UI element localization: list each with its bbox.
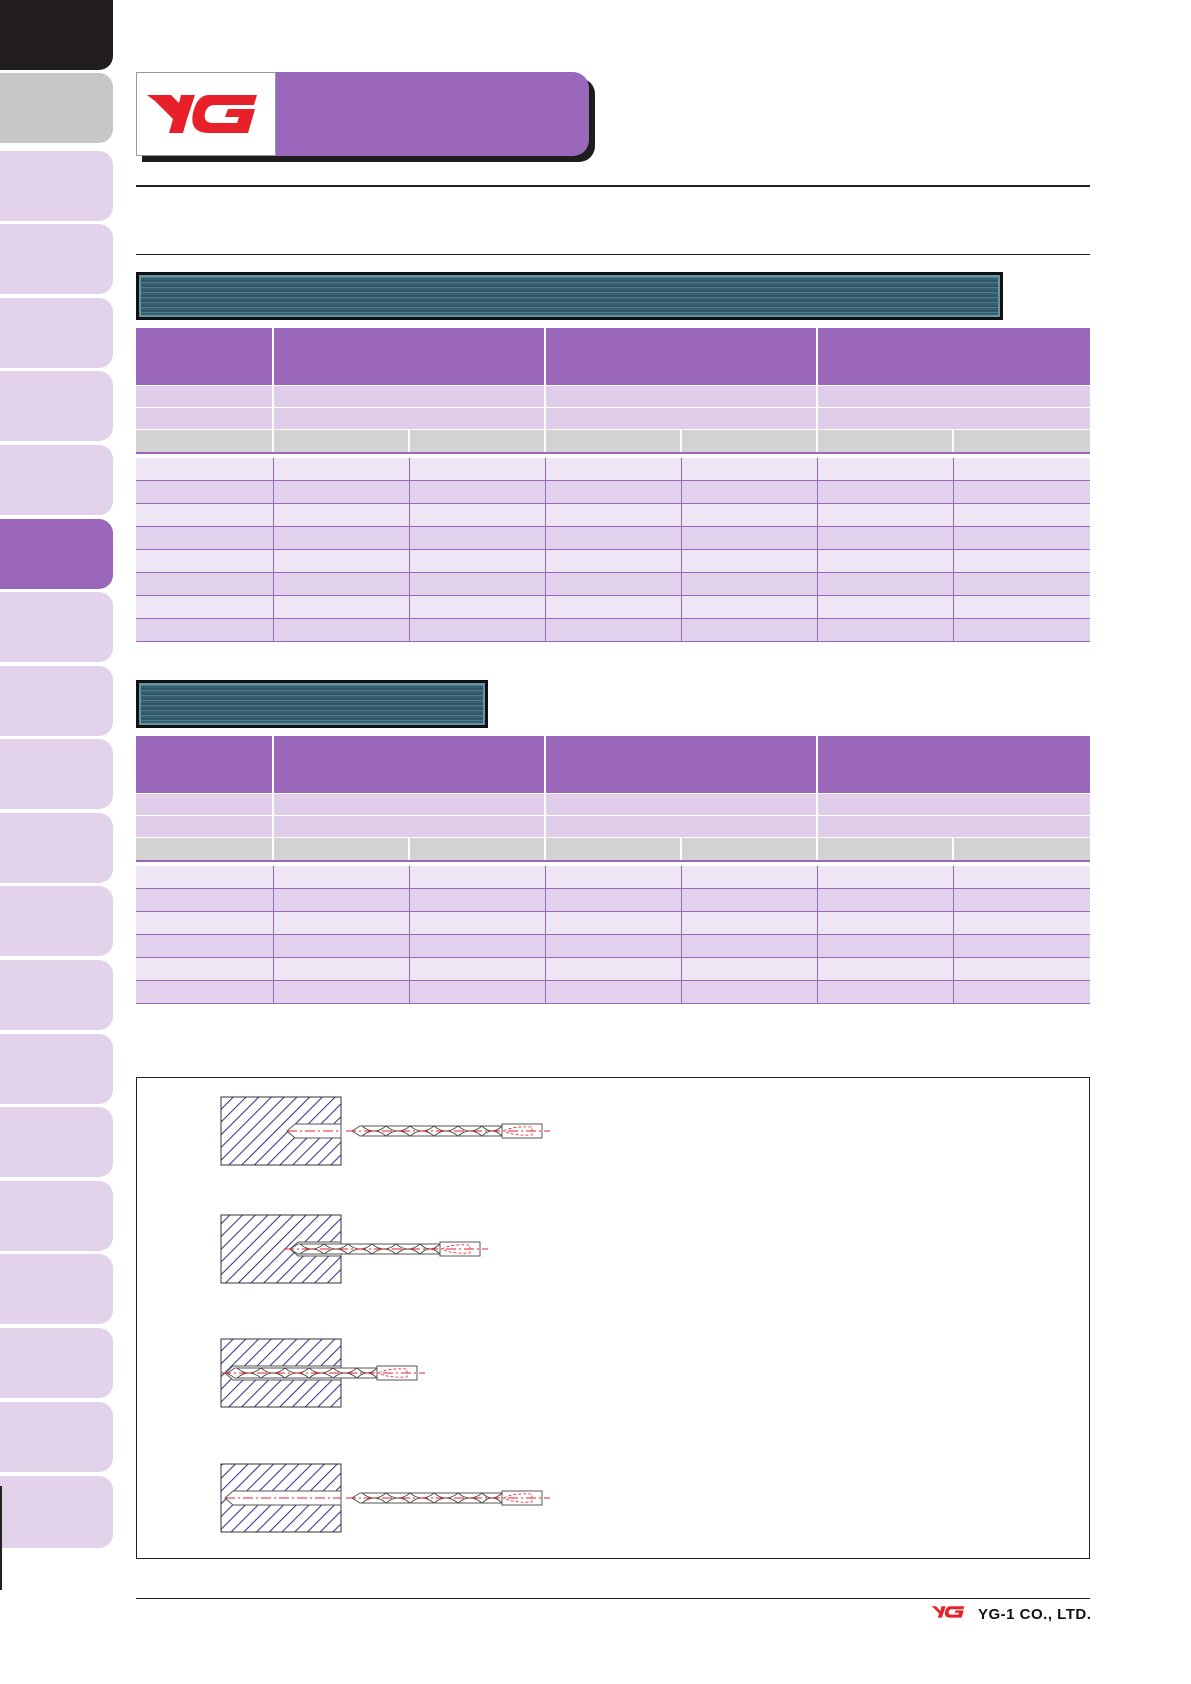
table-header-row [136, 328, 1090, 386]
side-tab-16[interactable] [0, 1181, 113, 1251]
table-unit-row [136, 837, 1090, 862]
side-tab-14[interactable] [0, 1034, 113, 1104]
drill-step-1 [220, 1096, 551, 1166]
side-tab-5[interactable] [0, 371, 113, 441]
side-tab-10[interactable] [0, 739, 113, 809]
drilling-steps-illustration [220, 1096, 551, 1533]
side-tab-15[interactable] [0, 1107, 113, 1177]
side-tab-2[interactable] [0, 151, 113, 221]
side-tab-17[interactable] [0, 1254, 113, 1324]
page-header [136, 72, 595, 162]
table-row [136, 503, 1090, 527]
header-rule [136, 185, 1090, 187]
header-cell [817, 328, 1090, 386]
side-tab-13[interactable] [0, 960, 113, 1030]
table-subheader-row [136, 793, 1090, 816]
yg-logo-icon [147, 95, 257, 133]
table-header-row [136, 736, 1090, 794]
yg-logo-small-icon [931, 1606, 965, 1618]
header-cell [545, 328, 818, 386]
side-tab-12[interactable] [0, 886, 113, 956]
table-row [136, 866, 1090, 889]
table-row [136, 911, 1090, 935]
table-row [136, 957, 1090, 981]
spec-table-2 [136, 736, 1090, 1004]
header-cell [136, 736, 274, 794]
footer-logo [927, 1605, 971, 1628]
side-tab-4[interactable] [0, 298, 113, 368]
header-cell [273, 328, 546, 386]
brand-logo [136, 72, 276, 156]
footer-rule [136, 1598, 1090, 1599]
table-row [136, 572, 1090, 596]
table-row [136, 480, 1090, 504]
side-tab-11[interactable] [0, 813, 113, 883]
section-bar-1 [136, 272, 1003, 320]
table-row [136, 526, 1090, 550]
side-tab-1[interactable] [0, 73, 113, 143]
footer-company-name: YG-1 CO., LTD. [978, 1606, 1092, 1623]
side-tab-0[interactable] [0, 0, 113, 70]
side-divider-line [0, 1486, 2, 1590]
side-tab-3[interactable] [0, 224, 113, 294]
drill-step-4 [220, 1463, 551, 1533]
table-row [136, 458, 1090, 481]
header-cell [545, 736, 818, 794]
table-unit-row [136, 429, 1090, 454]
header-cell [136, 328, 274, 386]
header-cell [273, 736, 546, 794]
side-tab-18[interactable] [0, 1328, 113, 1398]
table-row [136, 618, 1090, 642]
drilling-diagram [136, 1077, 1090, 1559]
table-row [136, 595, 1090, 619]
table-row [136, 980, 1090, 1004]
table-row [136, 549, 1090, 573]
drill-step-3 [220, 1338, 426, 1408]
section-bar-2 [136, 680, 488, 728]
spec-table-1 [136, 328, 1090, 642]
side-tab-7-active[interactable] [0, 519, 113, 589]
side-tab-19[interactable] [0, 1402, 113, 1472]
table-row [136, 888, 1090, 912]
table-subheader-row [136, 815, 1090, 838]
table-subheader-row [136, 385, 1090, 408]
side-tab-6[interactable] [0, 445, 113, 515]
header-cell [817, 736, 1090, 794]
side-tab-20[interactable] [0, 1476, 113, 1548]
table-row [136, 934, 1090, 958]
side-tab-9[interactable] [0, 666, 113, 736]
drill-step-2 [220, 1214, 489, 1284]
table-subheader-row [136, 407, 1090, 430]
side-tab-8[interactable] [0, 592, 113, 662]
subheader-rule [136, 254, 1090, 255]
